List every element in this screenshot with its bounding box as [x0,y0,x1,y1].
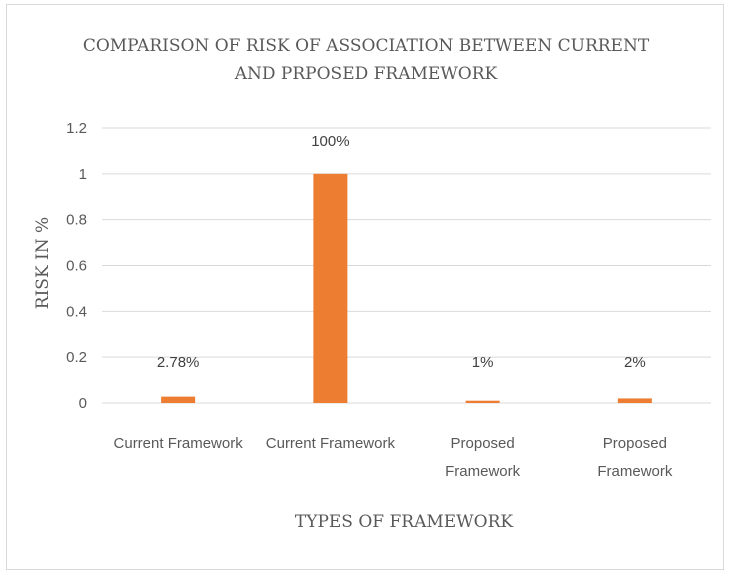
y-tick-label: 0 [79,395,87,412]
chart-title-line-1: COMPARISON OF RISK OF ASSOCIATION BETWEE… [83,36,650,56]
gridlines [102,127,711,404]
x-category-label: Framework [445,463,521,480]
chart-title-line-2: AND PRPOSED FRAMEWORK [234,64,498,84]
bar [313,173,348,403]
y-axis-ticks: 0 0.2 0.4 0.6 0.8 1 1.2 [66,120,87,412]
y-tick-label: 0.6 [66,258,87,275]
x-category-label: Proposed [603,435,667,452]
y-tick-label: 0.8 [66,212,87,229]
bar-chart: COMPARISON OF RISK OF ASSOCIATION BETWEE… [33,36,711,532]
x-axis-title: TYPES OF FRAMEWORK [295,512,513,532]
data-label: 2.78% [157,354,200,371]
x-category-label: Framework [597,463,673,480]
chart-title: COMPARISON OF RISK OF ASSOCIATION BETWEE… [83,36,650,84]
x-category-label: Proposed [451,435,515,452]
y-tick-label: 1.2 [66,120,87,137]
y-tick-label: 0.4 [66,303,87,320]
data-label: 1% [472,354,494,371]
y-axis-title: RISK IN % [33,217,53,309]
bars [161,173,652,403]
bar [465,400,500,403]
data-label: 2% [624,354,646,371]
data-label: 100% [311,133,349,150]
bar [617,398,652,403]
x-category-label: Current Framework [266,435,396,452]
chart-frame: COMPARISON OF RISK OF ASSOCIATION BETWEE… [6,4,724,570]
y-tick-label: 0.2 [66,349,87,366]
x-axis-categories: Current Framework Current Framework Propos… [114,435,673,480]
x-category-label: Current Framework [114,435,244,452]
data-labels: 2.78% 100% 1% 2% [157,133,646,371]
y-tick-label: 1 [79,166,87,183]
bar [161,396,196,403]
